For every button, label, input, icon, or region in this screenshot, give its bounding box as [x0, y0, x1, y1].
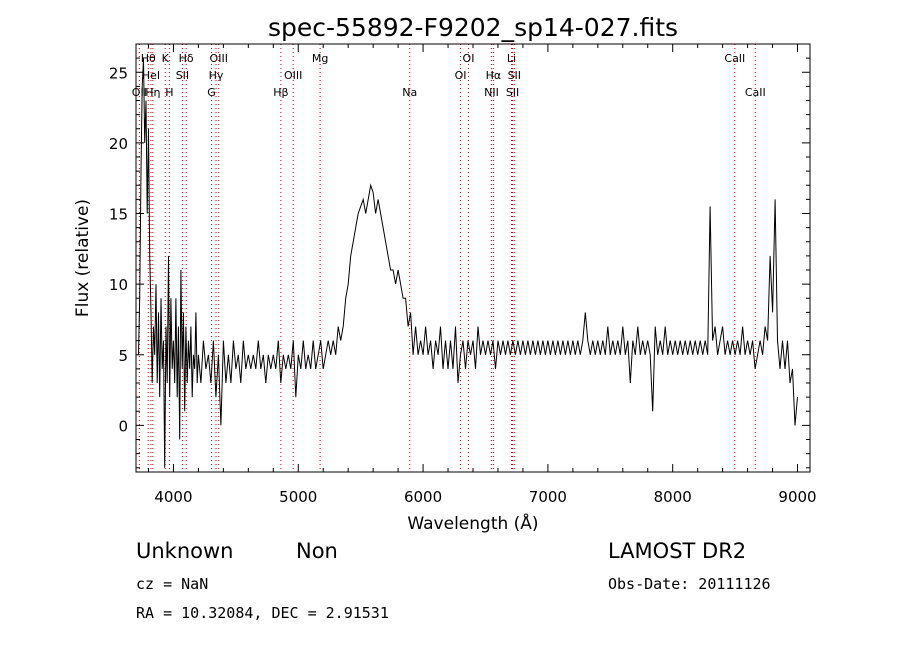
spectral-label-10: G	[207, 86, 216, 99]
x-axis: 4000 5000 6000 7000 8000 9000	[147, 44, 817, 506]
spectral-label-11: OIII	[284, 69, 302, 82]
y-tick-label-2: 10	[109, 276, 128, 294]
redshift-cz: cz = NaN	[136, 575, 209, 593]
y-axis-label: Flux (relative)	[73, 199, 93, 317]
x-tick-label-3: 7000	[529, 488, 567, 506]
spectral-label-3: Hη	[145, 86, 160, 99]
x-axis-label: Wavelength (Å)	[407, 512, 538, 534]
spectral-label-5: H	[165, 86, 173, 99]
spectral-label-20: SII	[508, 69, 521, 82]
object-subclass: Non	[296, 539, 338, 563]
spectral-label-13: Mg	[312, 52, 328, 65]
spectral-label-7: Hδ	[179, 52, 194, 65]
y-tick-label-5: 25	[109, 64, 128, 82]
y-tick-label-4: 20	[109, 135, 128, 153]
y-axis: 0 5 10 15 20 25	[109, 43, 810, 469]
spectral-label-17: Hα	[486, 69, 502, 82]
spectral-label-23: CaII	[745, 86, 766, 99]
y-tick-label-3: 15	[109, 206, 128, 224]
spectral-label-18: NII	[484, 86, 499, 99]
survey-name: LAMOST DR2	[608, 539, 747, 563]
spectral-label-22: CaII	[724, 52, 745, 65]
spectral-label-15: OI	[463, 52, 475, 65]
spectral-label-9: Hγ	[209, 69, 224, 82]
observation-date: Obs-Date: 20111126	[608, 575, 771, 593]
spectral-label-4: K	[162, 52, 170, 65]
y-tick-label-0: 0	[118, 417, 128, 435]
x-tick-label-1: 5000	[279, 488, 317, 506]
x-tick-label-2: 6000	[404, 488, 442, 506]
x-tick-label-0: 4000	[154, 488, 192, 506]
spectral-label-2: HeI	[142, 69, 160, 82]
spectral-label-16: OI	[455, 69, 467, 82]
y-tick-label-1: 5	[118, 347, 128, 365]
spectral-label-21: SII	[506, 86, 519, 99]
x-tick-label-5: 9000	[778, 488, 816, 506]
x-tick-label-4: 8000	[654, 488, 692, 506]
spectrum-line	[138, 58, 798, 468]
spectral-label-19: Li	[507, 52, 516, 65]
spectral-label-6: SII	[176, 69, 189, 82]
spectral-label-0: Hθ	[141, 52, 156, 65]
object-class: Unknown	[136, 539, 234, 563]
coordinates: RA = 10.32084, DEC = 2.91531	[136, 604, 389, 622]
spectral-label-14: Na	[402, 86, 417, 99]
spectral-label-12: Hβ	[273, 86, 288, 99]
chart-title: spec-55892-F9202_sp14-027.fits	[268, 13, 678, 42]
spectral-label-8: OIII	[210, 52, 228, 65]
